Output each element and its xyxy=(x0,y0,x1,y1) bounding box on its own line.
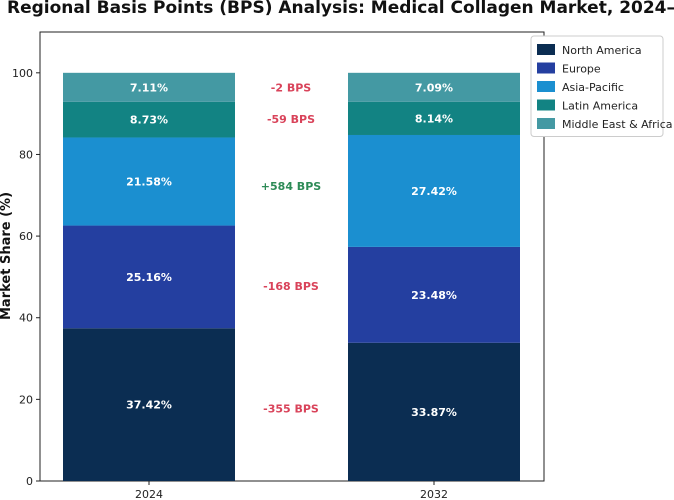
bar-value-label: 8.73% xyxy=(130,114,168,127)
bar-segment xyxy=(63,225,235,329)
bar-segment xyxy=(63,72,235,102)
bps-change-label: -2 BPS xyxy=(271,81,311,94)
bar-segment xyxy=(348,342,520,481)
x-tick-label: 2024 xyxy=(135,488,163,500)
bar-value-label: 21.58% xyxy=(126,176,172,189)
legend-label: Asia-Pacific xyxy=(562,81,624,94)
bar-segment xyxy=(348,101,520,135)
y-tick-label: 60 xyxy=(19,230,33,243)
bps-change-label: +584 BPS xyxy=(261,180,321,193)
legend-label: Middle East & Africa xyxy=(562,118,673,131)
legend-swatch xyxy=(537,99,555,111)
y-tick-label: 80 xyxy=(19,148,33,161)
bar-segment xyxy=(348,246,520,343)
legend-swatch xyxy=(537,81,555,92)
bps-change-label: -59 BPS xyxy=(267,113,315,126)
bps-change-labels: -355 BPS -168 BPS +584 BPS -59 BPS -2 BPS xyxy=(261,81,321,415)
bar-value-label: 27.42% xyxy=(411,185,457,198)
legend-label: Latin America xyxy=(562,100,638,113)
bar-segment xyxy=(348,72,520,102)
bar-segment xyxy=(63,101,235,138)
y-axis-ticks: 0 20 40 60 80 100 xyxy=(12,67,40,488)
bar-value-label: 8.14% xyxy=(415,112,453,125)
legend-swatch xyxy=(537,44,555,55)
bar-segment xyxy=(348,134,520,247)
y-axis-label: Market Share (%) xyxy=(0,192,14,320)
bar-value-label: 37.42% xyxy=(126,399,172,412)
bar-value-label: 7.11% xyxy=(130,81,168,94)
stacked-bars: 37.42% 25.16% 21.58% 8.73% 7.11% 33.87% 23.48%… xyxy=(63,72,520,481)
bps-change-label: -168 BPS xyxy=(263,280,319,293)
plot-area-frame xyxy=(39,31,545,482)
legend-box xyxy=(530,35,664,137)
legend-label: Europe xyxy=(562,63,601,76)
legend-swatch xyxy=(537,118,555,129)
y-tick-label: 100 xyxy=(12,67,33,80)
chart-title: Regional Basis Points (BPS) Analysis: Me… xyxy=(7,0,674,18)
y-tick-label: 0 xyxy=(26,475,33,488)
bar-segment xyxy=(63,137,235,226)
bar-value-label: 7.09% xyxy=(415,81,453,94)
legend-label: North America xyxy=(562,44,642,57)
legend-swatch xyxy=(537,62,555,74)
bar-value-label: 25.16% xyxy=(126,271,172,284)
bar-value-label: 23.48% xyxy=(411,289,457,302)
bar-value-label: 33.87% xyxy=(411,406,457,419)
y-tick-label: 20 xyxy=(19,393,33,406)
x-axis-ticks: 2024 2032 xyxy=(135,481,448,500)
bar-segment xyxy=(63,328,235,481)
y-tick-label: 40 xyxy=(19,312,33,325)
bps-change-label: -355 BPS xyxy=(263,402,319,415)
x-tick-label: 2032 xyxy=(420,488,448,500)
legend: North America Europe Asia-Pacific Latin Ame… xyxy=(530,35,673,137)
